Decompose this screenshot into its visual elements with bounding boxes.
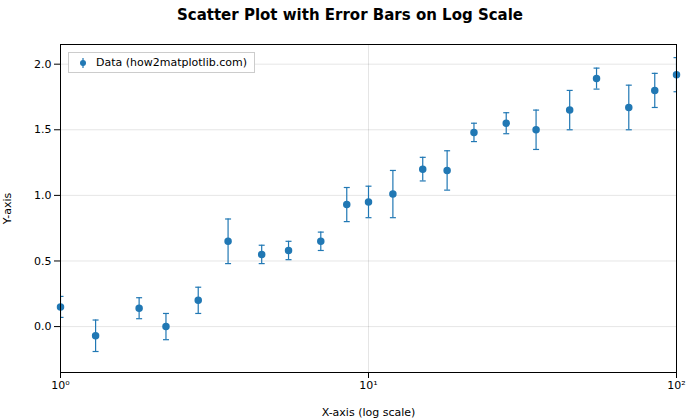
svg-text:2.0: 2.0: [34, 58, 52, 71]
svg-text:Y-axis: Y-axis: [1, 193, 14, 226]
html-text:Data (how2matplotlib.com): Data (how2matplotlib.com): [96, 56, 247, 69]
svg-text:0.0: 0.0: [34, 320, 52, 333]
svg-text:10²: 10²: [667, 379, 685, 392]
svg-text:10¹: 10¹: [359, 379, 377, 392]
html-text:Scatter Plot with Error Bars o: Scatter Plot with Error Bars on Log Scal…: [177, 6, 523, 24]
svg-text:10⁰: 10⁰: [51, 379, 70, 392]
svg-text:X-axis (log scale): X-axis (log scale): [322, 406, 416, 419]
svg-text:1.0: 1.0: [34, 189, 52, 202]
svg-text:0.5: 0.5: [34, 255, 52, 268]
svg-text:1.5: 1.5: [34, 123, 52, 136]
